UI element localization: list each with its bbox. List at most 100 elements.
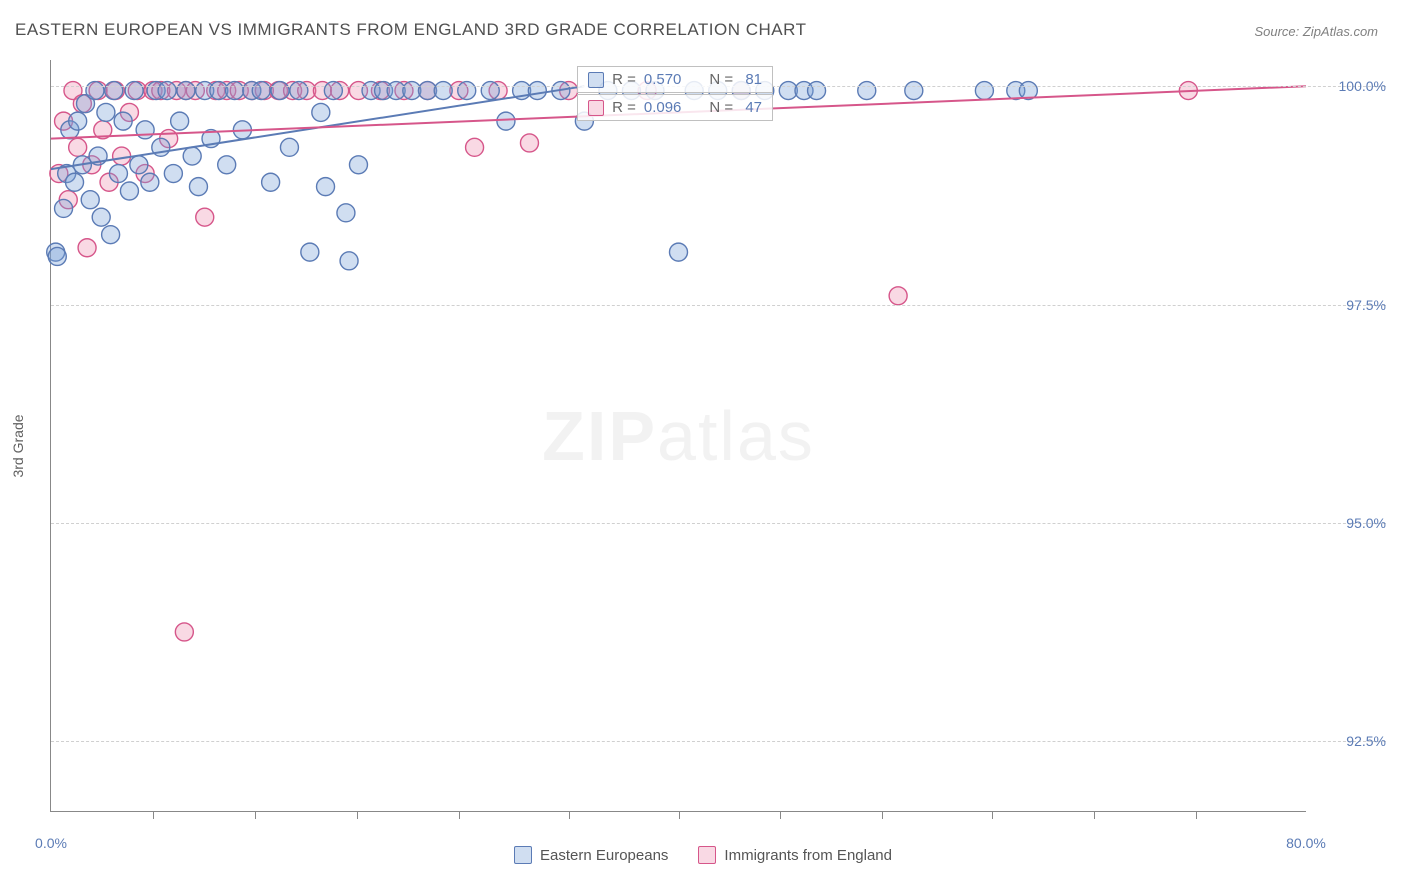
scatter-point: [280, 138, 298, 156]
legend-label: Eastern Europeans: [540, 847, 668, 864]
plot-area: ZIPatlas 92.5%95.0%97.5%100.0%0.0%80.0%: [50, 60, 1306, 812]
scatter-point: [114, 112, 132, 130]
source-attribution: Source: ZipAtlas.com: [1254, 24, 1378, 39]
stats-r-label: R =: [612, 71, 636, 88]
scatter-point: [349, 156, 367, 174]
x-tick-label: 80.0%: [1286, 835, 1326, 851]
legend-item: Eastern Europeans: [514, 846, 668, 864]
x-tick-mark: [992, 811, 993, 819]
legend-swatch: [698, 846, 716, 864]
scatter-point: [670, 243, 688, 261]
scatter-point: [337, 204, 355, 222]
legend: Eastern Europeans Immigrants from England: [514, 846, 892, 864]
chart-container: EASTERN EUROPEAN VS IMMIGRANTS FROM ENGL…: [0, 0, 1406, 892]
stats-n-value: 81: [741, 71, 762, 88]
x-tick-mark: [1094, 811, 1095, 819]
scatter-point: [109, 165, 127, 183]
stats-swatch: [588, 72, 604, 88]
y-axis-label: 3rd Grade: [10, 414, 26, 477]
scatter-point: [497, 112, 515, 130]
legend-item: Immigrants from England: [698, 846, 892, 864]
scatter-point: [141, 173, 159, 191]
stats-n-label: N =: [709, 71, 733, 88]
scatter-point: [528, 82, 546, 100]
scatter-point: [69, 138, 87, 156]
scatter-point: [317, 178, 335, 196]
scatter-point: [889, 287, 907, 305]
scatter-point: [183, 147, 201, 165]
stats-n-label: N =: [709, 99, 733, 116]
scatter-point: [66, 173, 84, 191]
gridline: [51, 305, 1386, 306]
scatter-point: [196, 208, 214, 226]
scatter-overlay: [51, 60, 1306, 811]
scatter-point: [55, 199, 73, 217]
stats-r-value: 0.096: [644, 99, 682, 116]
stats-r-value: 0.570: [644, 71, 682, 88]
scatter-point: [312, 103, 330, 121]
stats-box: R = 0.096 N = 47: [577, 94, 773, 121]
scatter-point: [48, 247, 66, 265]
y-tick-label: 95.0%: [1316, 515, 1386, 531]
x-tick-mark: [357, 811, 358, 819]
scatter-point: [466, 138, 484, 156]
stats-r-label: R =: [612, 99, 636, 116]
scatter-point: [78, 239, 96, 257]
scatter-point: [81, 191, 99, 209]
scatter-point: [120, 182, 138, 200]
gridline: [51, 741, 1386, 742]
x-tick-label: 0.0%: [35, 835, 67, 851]
legend-swatch: [514, 846, 532, 864]
scatter-point: [189, 178, 207, 196]
scatter-point: [164, 165, 182, 183]
scatter-point: [130, 156, 148, 174]
stats-swatch: [588, 100, 604, 116]
scatter-point: [858, 82, 876, 100]
scatter-point: [175, 623, 193, 641]
scatter-point: [86, 82, 104, 100]
scatter-point: [102, 226, 120, 244]
scatter-point: [92, 208, 110, 226]
y-tick-label: 100.0%: [1316, 78, 1386, 94]
x-tick-mark: [153, 811, 154, 819]
scatter-point: [324, 82, 342, 100]
scatter-point: [171, 112, 189, 130]
scatter-point: [290, 82, 308, 100]
stats-box: R = 0.570 N = 81: [577, 66, 773, 93]
scatter-point: [158, 82, 176, 100]
scatter-point: [97, 103, 115, 121]
x-tick-mark: [882, 811, 883, 819]
stats-n-value: 47: [741, 99, 762, 116]
x-tick-mark: [459, 811, 460, 819]
scatter-point: [218, 156, 236, 174]
scatter-point: [252, 82, 270, 100]
scatter-point: [808, 82, 826, 100]
scatter-point: [226, 82, 244, 100]
x-tick-mark: [679, 811, 680, 819]
scatter-point: [481, 82, 499, 100]
scatter-point: [340, 252, 358, 270]
scatter-point: [69, 112, 87, 130]
x-tick-mark: [780, 811, 781, 819]
scatter-point: [301, 243, 319, 261]
x-tick-mark: [1196, 811, 1197, 819]
scatter-point: [271, 82, 289, 100]
scatter-point: [458, 82, 476, 100]
legend-label: Immigrants from England: [724, 847, 892, 864]
x-tick-mark: [569, 811, 570, 819]
y-tick-label: 97.5%: [1316, 297, 1386, 313]
scatter-point: [125, 82, 143, 100]
x-tick-mark: [255, 811, 256, 819]
scatter-point: [975, 82, 993, 100]
scatter-point: [520, 134, 538, 152]
scatter-point: [177, 82, 195, 100]
y-tick-label: 92.5%: [1316, 733, 1386, 749]
gridline: [51, 523, 1386, 524]
scatter-point: [434, 82, 452, 100]
scatter-point: [105, 82, 123, 100]
chart-title: EASTERN EUROPEAN VS IMMIGRANTS FROM ENGL…: [15, 20, 806, 40]
scatter-point: [136, 121, 154, 139]
scatter-point: [262, 173, 280, 191]
scatter-point: [113, 147, 131, 165]
scatter-point: [905, 82, 923, 100]
